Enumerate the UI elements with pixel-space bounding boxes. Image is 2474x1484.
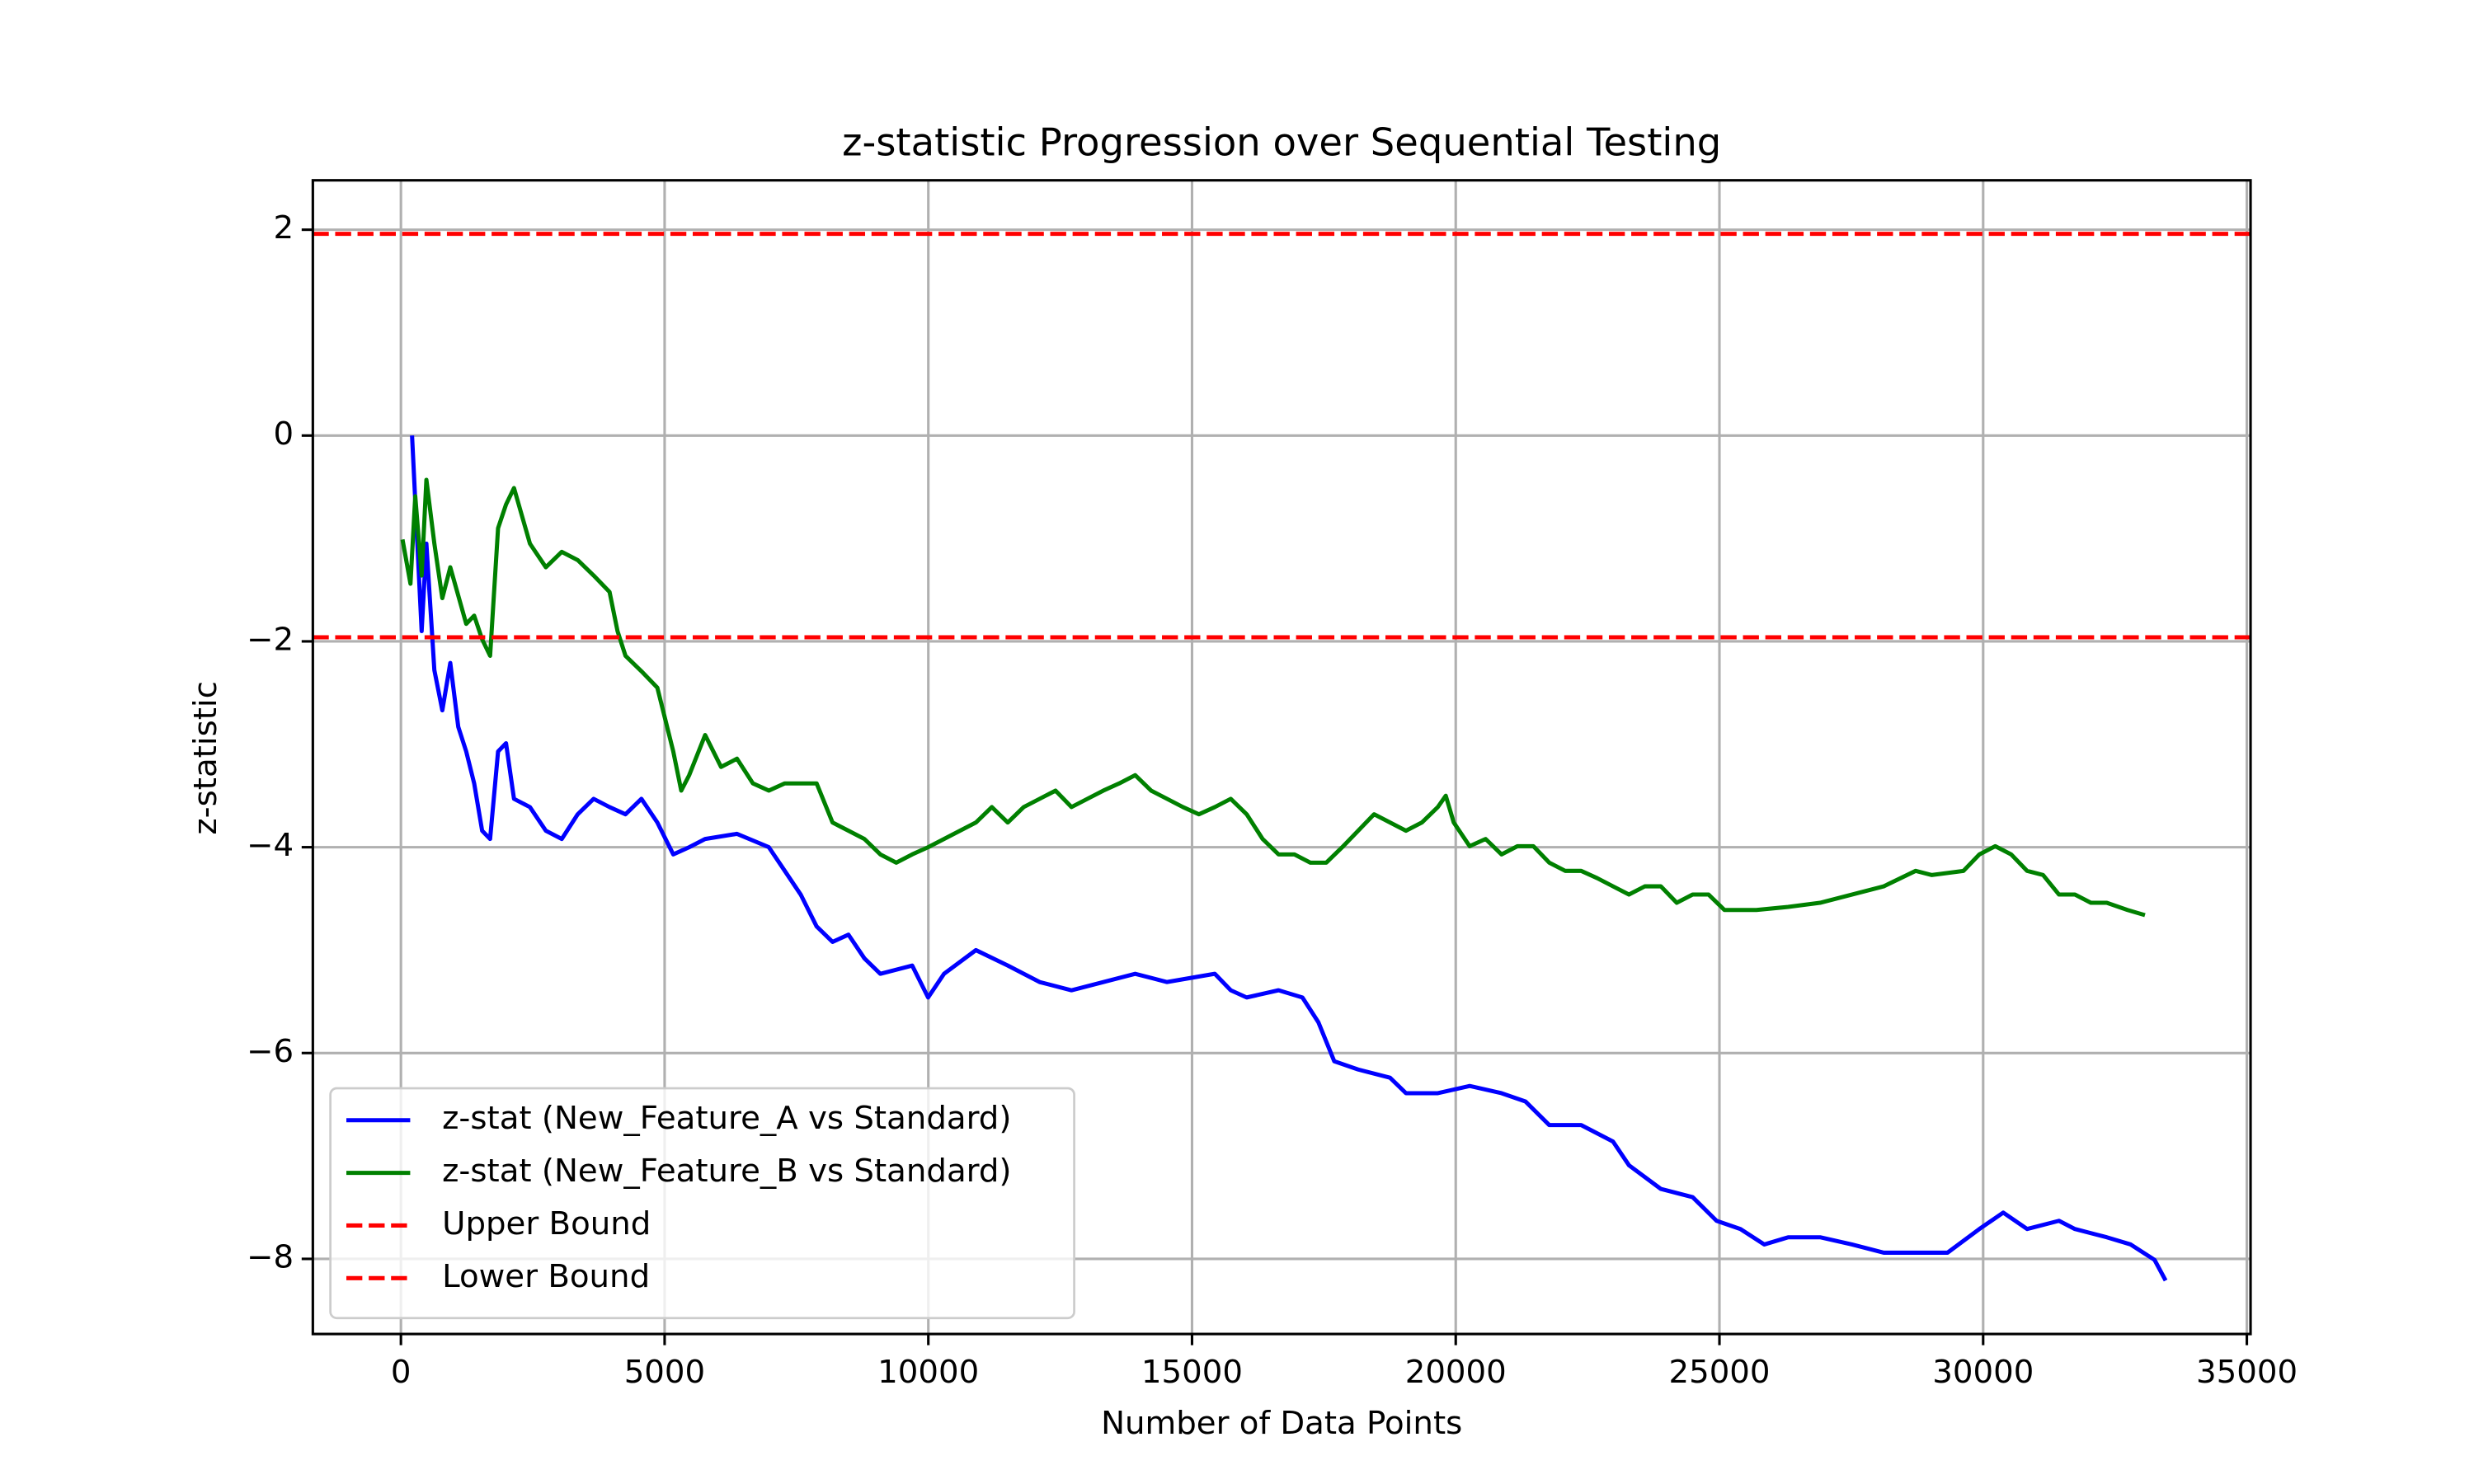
legend-box [329,1087,1075,1320]
legend-label: Upper Bound [442,1205,651,1242]
x-tick-label: 15000 [1141,1354,1243,1391]
x-tick-label: 30000 [1932,1354,2034,1391]
x-tick-label: 25000 [1668,1354,1770,1391]
x-axis-label: Number of Data Points [1101,1405,1462,1442]
legend: z-stat (New_Feature_A vs Standard) z-stat… [329,1087,1075,1320]
x-tick-label: 20000 [1405,1354,1507,1391]
legend-label: z-stat (New_Feature_A vs Standard) [442,1100,1011,1137]
y-tick-label: −6 [247,1033,294,1070]
x-tick-label: 35000 [2196,1354,2298,1391]
data-line [410,435,2168,1282]
y-tick-label: 0 [274,416,294,453]
data-line [400,477,2146,918]
x-tick-label: 5000 [624,1354,705,1391]
legend-label: Lower Bound [442,1258,650,1295]
chart-title: z-statistic Progression over Sequential … [842,120,1721,165]
y-axis-label: z-statistic [187,681,224,835]
y-tick-label: −4 [247,827,294,864]
x-tick-label: 10000 [877,1354,979,1391]
y-tick-label: 2 [274,209,294,247]
legend-label: z-stat (New_Feature_B vs Standard) [442,1153,1011,1190]
y-tick-label: −8 [247,1238,294,1275]
x-tick-label: 0 [391,1354,412,1391]
axes-frame [311,179,2252,1336]
y-tick-label: −2 [247,621,294,658]
